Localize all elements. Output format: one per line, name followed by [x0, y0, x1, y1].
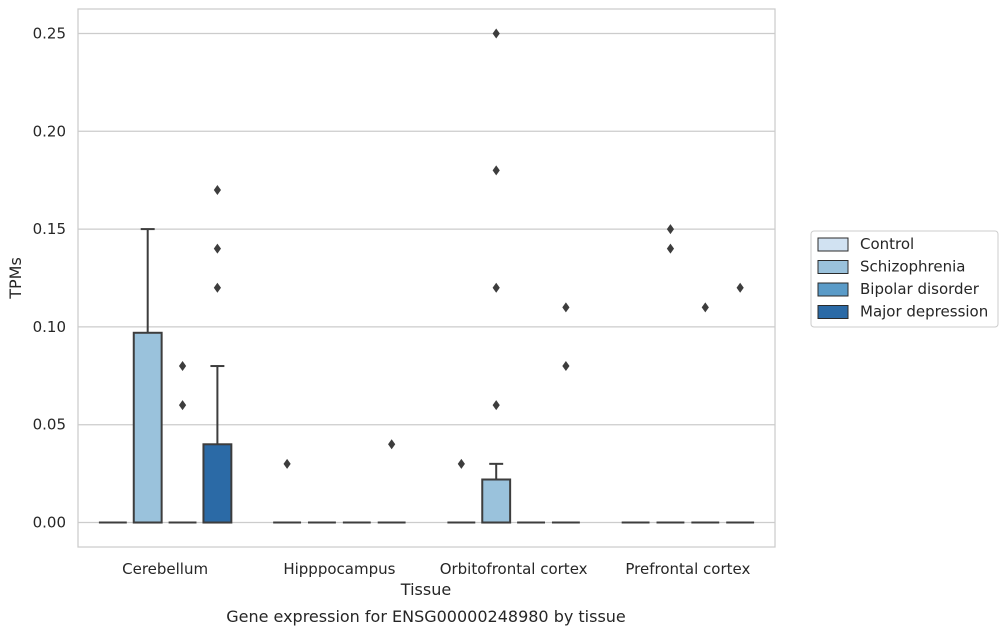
outlier-point	[178, 400, 187, 411]
box-body	[132, 331, 163, 524]
box-group	[481, 462, 512, 524]
legend-swatch	[817, 282, 849, 297]
outlier-point	[562, 361, 570, 372]
outlier-point	[283, 458, 291, 469]
outlier-point	[666, 243, 675, 254]
y-tick-labels: 0.00 0.05 0.10 0.15 0.20 0.25	[33, 24, 66, 531]
outlier-point	[213, 282, 221, 293]
y-axis-title: TPMs	[6, 257, 25, 300]
y-tick-label: 0.10	[33, 318, 66, 336]
legend-swatch	[817, 260, 849, 274]
x-tick-label: Hipppocampus	[283, 560, 395, 578]
chart-title: Gene expression for ENSG00000248980 by t…	[226, 607, 626, 626]
legend-label: Bipolar disorder	[860, 280, 980, 298]
legend: Control Schizophrenia Bipolar disorder Majo…	[810, 230, 999, 328]
legend-swatch	[817, 237, 849, 252]
y-tick-label: 0.00	[33, 514, 66, 532]
outlier-point	[178, 361, 187, 372]
outlier-point	[388, 439, 396, 450]
y-tick-label: 0.15	[33, 220, 66, 238]
outlier-point	[562, 302, 570, 313]
legend-label: Schizophrenia	[860, 258, 965, 276]
y-tick-label: 0.20	[33, 122, 66, 140]
outlier-point	[457, 458, 465, 469]
outlier-point	[701, 302, 709, 313]
legend-frame	[810, 230, 999, 328]
box-body	[481, 478, 512, 524]
gridlines	[78, 32, 775, 524]
plot-frame	[77, 8, 776, 548]
outlier-point	[492, 165, 500, 176]
outlier-point	[213, 243, 221, 254]
outlier-point	[736, 282, 744, 293]
legend-label: Major depression	[860, 303, 988, 321]
y-tick-label: 0.25	[33, 24, 66, 42]
outlier-point	[492, 282, 500, 293]
box-group	[132, 228, 163, 524]
plot-boxes	[98, 228, 755, 524]
box-body	[202, 443, 233, 524]
x-tick-labels: Cerebellum Hipppocampus Orbitofrontal cort…	[122, 560, 750, 578]
x-tick-label: Prefrontal cortex	[625, 560, 750, 578]
y-tick-label: 0.05	[33, 416, 66, 434]
x-axis-title: Tissue	[400, 580, 451, 599]
plot-outliers	[178, 28, 744, 469]
x-tick-label: Orbitofrontal cortex	[440, 560, 588, 578]
outlier-point	[492, 28, 500, 39]
x-tick-label: Cerebellum	[122, 560, 208, 578]
outlier-point	[492, 400, 500, 411]
box-group	[202, 365, 233, 524]
outlier-point	[666, 224, 675, 235]
legend-swatch	[817, 305, 849, 319]
legend-label: Control	[860, 235, 914, 253]
outlier-point	[213, 184, 221, 195]
